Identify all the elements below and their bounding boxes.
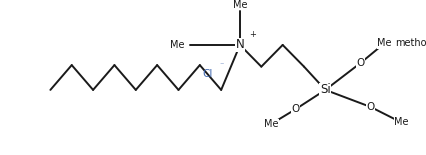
Text: Me: Me <box>232 0 247 10</box>
Text: methoxy: methoxy <box>394 38 426 48</box>
Text: O: O <box>366 102 374 112</box>
Text: Si: Si <box>319 83 330 96</box>
Text: Me: Me <box>263 119 278 129</box>
Text: Me: Me <box>393 117 408 127</box>
Text: +: + <box>249 30 256 39</box>
Text: ⁻: ⁻ <box>219 61 223 70</box>
Text: N: N <box>235 38 244 51</box>
Text: Me: Me <box>376 38 391 48</box>
Text: Me: Me <box>170 40 184 50</box>
Text: O: O <box>356 58 364 68</box>
Text: O: O <box>291 104 299 114</box>
Text: Cl: Cl <box>201 69 212 79</box>
